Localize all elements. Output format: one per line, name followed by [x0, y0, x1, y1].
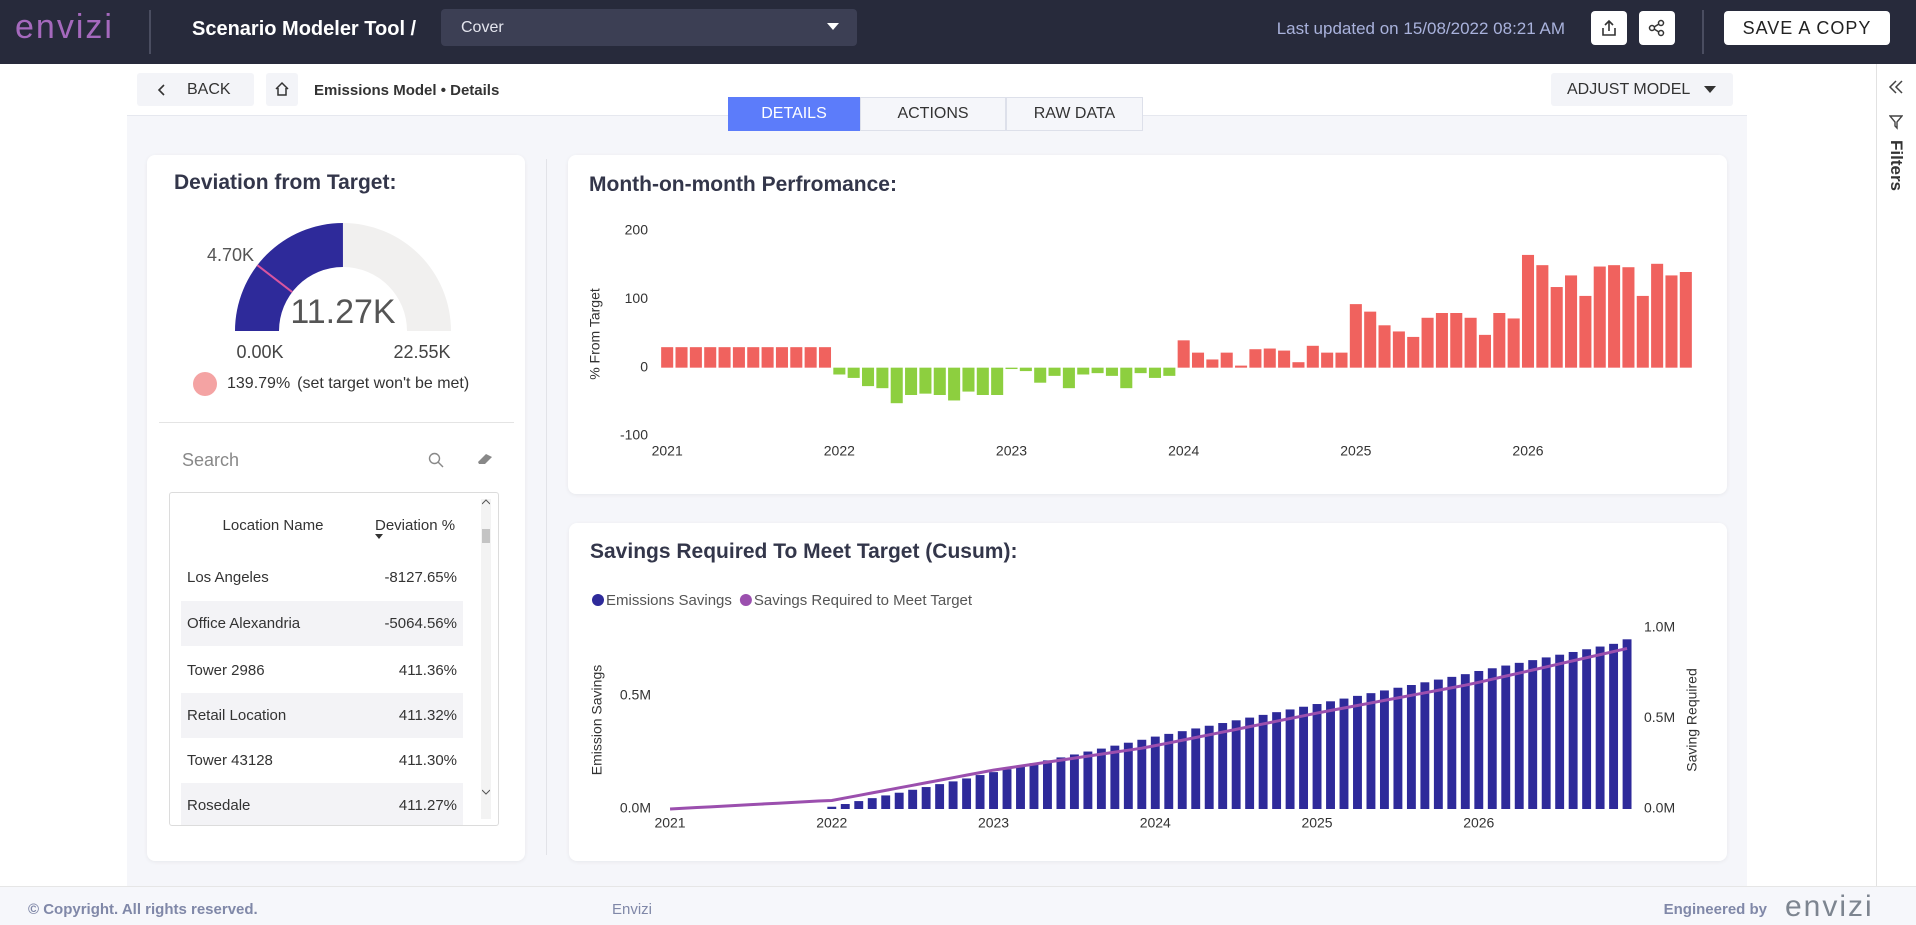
- status-dot: [193, 372, 217, 396]
- footer-brand: Envizi: [612, 901, 653, 918]
- filters-label[interactable]: Filters: [1887, 140, 1906, 192]
- divider: [546, 159, 547, 855]
- footer: [0, 886, 1916, 925]
- table-row[interactable]: Office Alexandria -5064.56%: [181, 601, 463, 646]
- caret: [1704, 86, 1716, 93]
- sidebar: [1876, 64, 1916, 886]
- share-button[interactable]: [1639, 11, 1675, 45]
- tab[interactable]: RAW DATA: [1006, 97, 1143, 131]
- deviation-value: 411.27%: [398, 797, 457, 814]
- table-row[interactable]: Retail Location 411.32%: [181, 693, 463, 738]
- collapse-icon[interactable]: [1888, 79, 1904, 95]
- table-row[interactable]: Tower 2986 411.36%: [181, 648, 463, 693]
- card-title: Deviation from Target:: [174, 171, 397, 194]
- chart-title: Savings Required To Meet Target (Cusum):: [590, 540, 1018, 563]
- tabs: DETAILS ACTIONS RAW DATA: [728, 97, 1143, 131]
- status-percent: 139.79%: [227, 375, 291, 392]
- dropdown[interactable]: Cover: [441, 9, 857, 46]
- performance-card: [568, 155, 1727, 494]
- back-button[interactable]: BACK: [137, 73, 254, 106]
- location-name: Office Alexandria: [187, 615, 301, 632]
- search-input[interactable]: Search: [182, 450, 240, 470]
- divider: [149, 10, 151, 54]
- deviation-value: 411.32%: [398, 707, 457, 724]
- status-text: (set target won't be met): [297, 375, 470, 392]
- chart-title: Month-on-month Perfromance:: [589, 173, 897, 196]
- table-row[interactable]: Tower 43128 411.30%: [181, 738, 463, 783]
- clear-icon[interactable]: [476, 452, 494, 466]
- cusum-card: [569, 523, 1727, 861]
- home-button[interactable]: [266, 73, 298, 106]
- breadcrumb: Emissions Model • Details: [314, 82, 500, 99]
- export-icon: [1602, 19, 1616, 36]
- footer-logo: envizi: [1785, 890, 1874, 923]
- divider: [159, 422, 514, 423]
- deviation-value: 411.36%: [398, 662, 457, 679]
- tab[interactable]: ACTIONS: [860, 97, 1006, 131]
- column-header[interactable]: Location Name: [222, 517, 324, 534]
- back-label: BACK: [187, 81, 231, 98]
- sort-icon: [375, 534, 383, 539]
- deviation-value: -5064.56%: [384, 615, 457, 632]
- adjust-label: ADJUST MODEL: [1567, 81, 1691, 98]
- table-row[interactable]: Rosedale 411.27%: [181, 783, 463, 825]
- search-icon[interactable]: [428, 452, 444, 468]
- scroll-up: [482, 499, 490, 505]
- table-row[interactable]: Los Angeles -8127.65%: [181, 555, 463, 600]
- logo: envizi: [15, 8, 114, 46]
- caret: [827, 23, 839, 30]
- table: Location Name Deviation % Los Angeles -81…: [169, 492, 499, 826]
- app-title: Scenario Modeler Tool /: [192, 18, 417, 40]
- location-name: Rosedale: [187, 797, 251, 814]
- deviation-value: -8127.65%: [384, 569, 457, 586]
- last-updated: Last updated on 15/08/2022 08:21 AM: [1276, 19, 1565, 38]
- engineered-by: Engineered by: [1663, 901, 1767, 918]
- deviation-value: 411.30%: [398, 752, 457, 769]
- location-name: Los Angeles: [187, 569, 269, 586]
- export-button[interactable]: [1591, 11, 1627, 45]
- scrollbar[interactable]: [481, 499, 491, 819]
- column-header[interactable]: Deviation %: [375, 517, 456, 534]
- location-name: Retail Location: [187, 707, 287, 724]
- filter-icon[interactable]: [1889, 114, 1903, 130]
- status: 139.79% (set target won't be met): [227, 375, 469, 393]
- scroll-thumb: [482, 529, 490, 543]
- home-icon: [275, 81, 289, 96]
- location-name: Tower 43128: [187, 752, 273, 769]
- save-copy-button[interactable]: SAVE A COPY: [1724, 11, 1890, 45]
- dropdown-value: Cover: [461, 19, 504, 36]
- back-icon: [157, 84, 165, 96]
- adjust-model-button[interactable]: ADJUST MODEL: [1551, 73, 1733, 106]
- scroll-down: [482, 789, 490, 795]
- share-icon: [1648, 19, 1665, 37]
- location-name: Tower 2986: [187, 662, 265, 679]
- tab[interactable]: DETAILS: [728, 97, 860, 131]
- copyright: © Copyright. All rights reserved.: [28, 901, 258, 918]
- divider: [1702, 10, 1704, 54]
